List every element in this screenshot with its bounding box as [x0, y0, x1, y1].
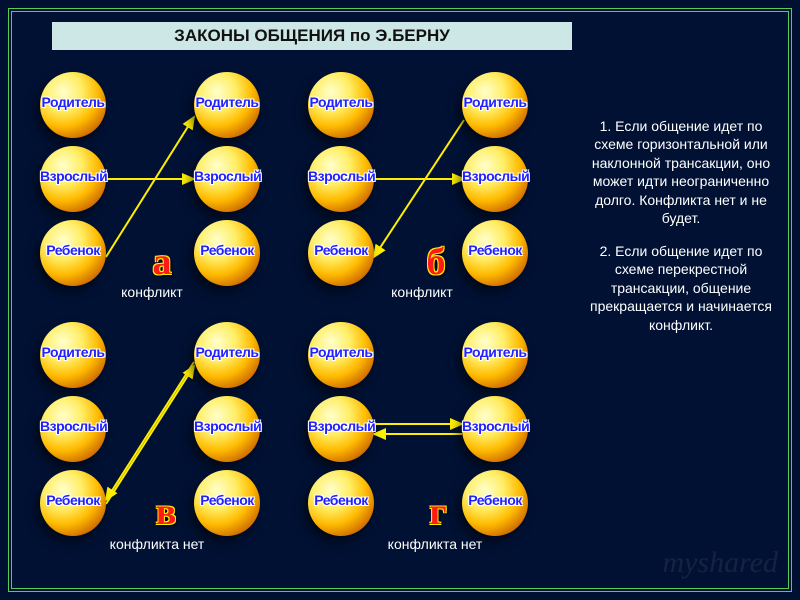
ego-state-label: Взрослый	[194, 418, 260, 434]
quadrant-letter-a: а	[142, 240, 182, 284]
ego-state-label: Взрослый	[40, 418, 106, 434]
ego-state-label: Взрослый	[462, 418, 528, 434]
ego-state-label: Взрослый	[308, 418, 374, 434]
side-text-p1: 1. Если общение идет по схеме горизонтал…	[586, 117, 776, 228]
ego-state-label: Родитель	[40, 344, 106, 360]
transaction-arrow	[106, 366, 194, 504]
ego-state-sphere-parent: Родитель	[40, 322, 106, 388]
ego-state-label: Взрослый	[308, 168, 374, 184]
quadrant-letter-b: б	[416, 240, 456, 284]
ego-state-label: Ребенок	[40, 242, 106, 258]
ego-state-sphere-adult: Взрослый	[308, 396, 374, 462]
ego-state-label: Родитель	[194, 94, 260, 110]
ego-state-sphere-adult: Взрослый	[40, 146, 106, 212]
slide-outer: ЗАКОНЫ ОБЩЕНИЯ по Э.БЕРНУ 1. Если общени…	[0, 0, 800, 600]
ego-state-label: Ребенок	[462, 492, 528, 508]
quadrant-letter-g: г	[418, 490, 458, 534]
ego-state-label: Родитель	[308, 344, 374, 360]
transaction-arrow	[374, 120, 464, 257]
ego-state-label: Ребенок	[194, 242, 260, 258]
ego-state-sphere-parent: Родитель	[308, 72, 374, 138]
ego-state-label: Ребенок	[40, 492, 106, 508]
ego-state-sphere-parent: Родитель	[462, 322, 528, 388]
transaction-arrow	[106, 362, 194, 500]
ego-state-label: Ребенок	[462, 242, 528, 258]
ego-state-sphere-parent: Родитель	[194, 72, 260, 138]
ego-state-label: Родитель	[308, 94, 374, 110]
ego-state-sphere-child: Ребенок	[308, 220, 374, 286]
ego-state-sphere-parent: Родитель	[308, 322, 374, 388]
side-text: 1. Если общение идет по схеме горизонтал…	[586, 117, 776, 334]
ego-state-label: Взрослый	[462, 168, 528, 184]
ego-state-label: Ребенок	[308, 492, 374, 508]
ego-state-sphere-adult: Взрослый	[308, 146, 374, 212]
ego-state-sphere-child: Ребенок	[462, 470, 528, 536]
ego-state-sphere-parent: Родитель	[40, 72, 106, 138]
quadrant-caption-g: конфликта нет	[370, 536, 500, 552]
ego-state-sphere-child: Ребенок	[462, 220, 528, 286]
slide-frame: ЗАКОНЫ ОБЩЕНИЯ по Э.БЕРНУ 1. Если общени…	[8, 8, 792, 592]
ego-state-sphere-adult: Взрослый	[194, 146, 260, 212]
ego-state-label: Ребенок	[194, 492, 260, 508]
ego-state-sphere-adult: Взрослый	[462, 396, 528, 462]
quadrant-caption-b: конфликт	[372, 284, 472, 300]
ego-state-label: Взрослый	[194, 168, 260, 184]
ego-state-sphere-parent: Родитель	[462, 72, 528, 138]
quadrant-letter-v: в	[146, 490, 186, 534]
spacer	[586, 228, 776, 242]
slide-title: ЗАКОНЫ ОБЩЕНИЯ по Э.БЕРНУ	[52, 22, 572, 50]
ego-state-label: Родитель	[462, 94, 528, 110]
watermark: myshared	[662, 546, 778, 580]
quadrant-caption-v: конфликта нет	[92, 536, 222, 552]
ego-state-sphere-child: Ребенок	[194, 470, 260, 536]
ego-state-label: Взрослый	[40, 168, 106, 184]
ego-state-label: Ребенок	[308, 242, 374, 258]
ego-state-label: Родитель	[462, 344, 528, 360]
ego-state-sphere-child: Ребенок	[194, 220, 260, 286]
transaction-arrow	[106, 117, 194, 257]
ego-state-sphere-adult: Взрослый	[462, 146, 528, 212]
ego-state-sphere-adult: Взрослый	[194, 396, 260, 462]
quadrant-caption-a: конфликт	[102, 284, 202, 300]
ego-state-label: Родитель	[194, 344, 260, 360]
ego-state-sphere-child: Ребенок	[40, 220, 106, 286]
ego-state-sphere-adult: Взрослый	[40, 396, 106, 462]
ego-state-label: Родитель	[40, 94, 106, 110]
side-text-p2: 2. Если общение идет по схеме перекрестн…	[586, 242, 776, 334]
ego-state-sphere-child: Ребенок	[40, 470, 106, 536]
ego-state-sphere-child: Ребенок	[308, 470, 374, 536]
ego-state-sphere-parent: Родитель	[194, 322, 260, 388]
